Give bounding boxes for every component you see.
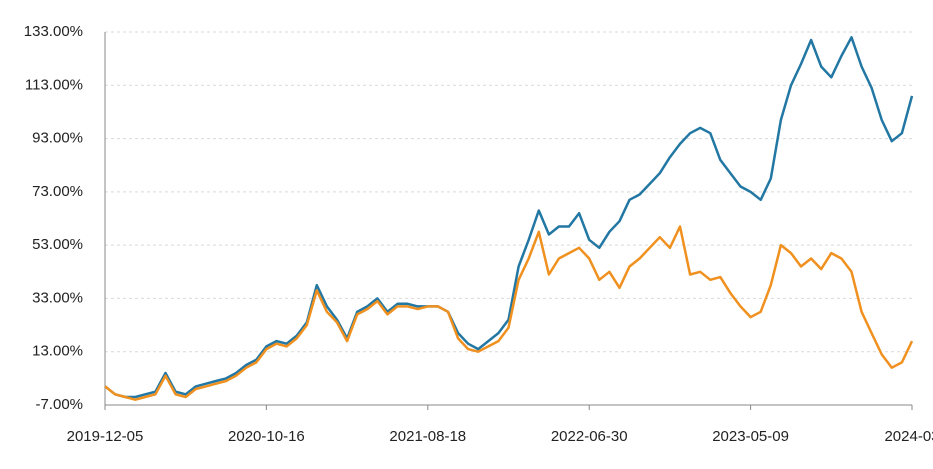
y-tick-label: 133.00% [24,23,83,40]
y-tick-label: 13.00% [32,343,83,360]
series-line [104,36,914,399]
y-tick-label: 73.00% [32,183,83,200]
y-tick-label: -7.00% [35,396,83,413]
y-tick-label: 53.00% [32,236,83,253]
series-line [104,225,914,401]
x-tick-label: 2021-08-18 [389,428,466,445]
x-tick-label: 2020-10-16 [228,428,305,445]
y-tick-label: 113.00% [25,76,83,93]
x-tick-label: 2022-06-30 [551,428,628,445]
x-tick-label: 2019-12-05 [67,428,144,445]
x-tick-label: 2024-03 [884,428,933,445]
x-tick-label: 2023-05-09 [712,428,789,445]
y-tick-label: 33.00% [32,289,83,306]
y-tick-label: 93.00% [32,130,83,147]
